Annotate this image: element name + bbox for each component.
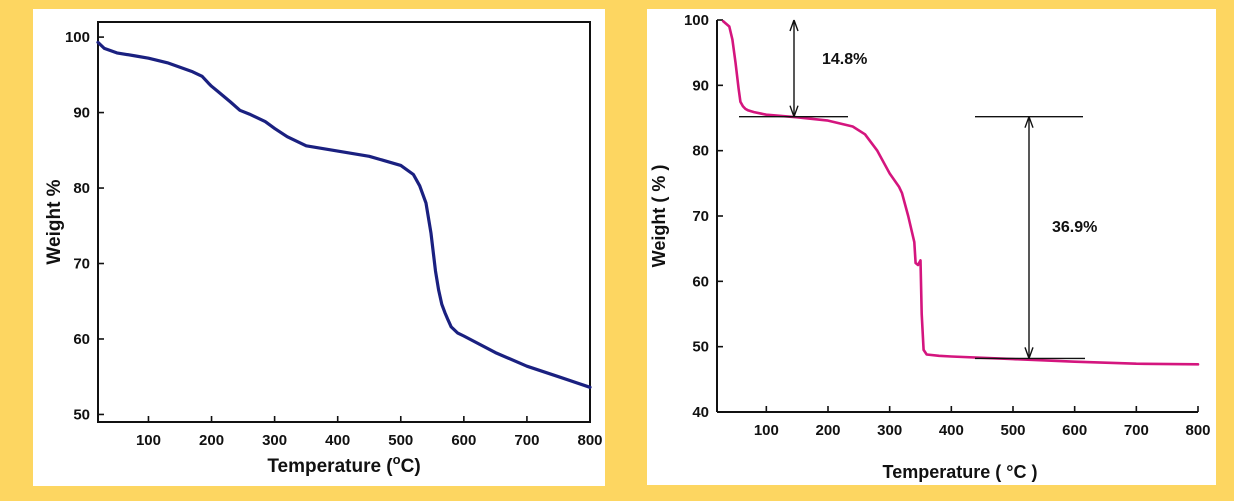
right-x-tick-label: 800 xyxy=(1185,422,1210,439)
left-x-tick-label: 500 xyxy=(388,432,413,449)
right-x-tick-label: 500 xyxy=(1000,422,1025,439)
left-y-tick-label: 60 xyxy=(73,331,90,348)
right-y-tick-label: 90 xyxy=(692,77,709,94)
step1-arrow-head-up xyxy=(789,19,799,32)
left-y-tick-label: 70 xyxy=(73,256,90,273)
right-series-line xyxy=(721,20,1200,366)
left-x-tick-label: 100 xyxy=(136,432,161,449)
left-x-tick-label: 800 xyxy=(577,432,602,449)
right-x-tick-label: 200 xyxy=(815,422,840,439)
left-x-tick-label: 700 xyxy=(514,432,539,449)
right-y-axis-title: Weight ( % ) xyxy=(649,165,669,268)
left-y-tick-label: 100 xyxy=(65,29,90,46)
step2-label: 36.9% xyxy=(1052,219,1097,236)
left-chart: 100 200 300 400 500 600 700 800 50 60 70 80 90 100 Te… xyxy=(44,21,603,477)
right-x-axis-title: Temperature ( °C ) xyxy=(883,462,1038,482)
right-y-tick-label: 40 xyxy=(692,404,709,421)
right-x-tick-label: 600 xyxy=(1062,422,1087,439)
left-x-tick-label: 200 xyxy=(199,432,224,449)
right-y-tick-label: 80 xyxy=(692,143,709,160)
left-y-tick-label: 50 xyxy=(73,406,90,423)
right-panel xyxy=(647,9,1216,485)
right-x-tick-label: 100 xyxy=(754,422,779,439)
right-y-tick-label: 60 xyxy=(692,273,709,290)
right-y-tick-label: 100 xyxy=(684,12,709,29)
left-series-line xyxy=(96,40,592,389)
right-y-tick-label: 50 xyxy=(692,339,709,356)
right-x-tick-label: 700 xyxy=(1124,422,1149,439)
left-x-tick-label: 400 xyxy=(325,432,350,449)
right-x-tick-label: 300 xyxy=(877,422,902,439)
right-x-tick-label: 400 xyxy=(939,422,964,439)
right-y-tick-label: 70 xyxy=(692,208,709,225)
left-x-tick-label: 600 xyxy=(451,432,476,449)
step1-arrow-head-down xyxy=(789,105,799,117)
left-y-tick-label: 80 xyxy=(73,180,90,197)
right-chart: 100 200 300 400 500 600 700 800405060708090100 … xyxy=(649,12,1211,482)
left-x-axis-title: Temperature (oC) xyxy=(267,452,420,477)
step2-arrow-head-up xyxy=(1024,116,1034,128)
step2-arrow-head-down xyxy=(1024,347,1034,359)
left-x-tick-label: 300 xyxy=(262,432,287,449)
left-y-tick-label: 90 xyxy=(73,105,90,122)
left-plot-frame xyxy=(97,21,591,423)
left-panel xyxy=(33,9,605,486)
step1-label: 14.8% xyxy=(822,51,867,68)
left-y-axis-title: Weight % xyxy=(44,179,65,264)
